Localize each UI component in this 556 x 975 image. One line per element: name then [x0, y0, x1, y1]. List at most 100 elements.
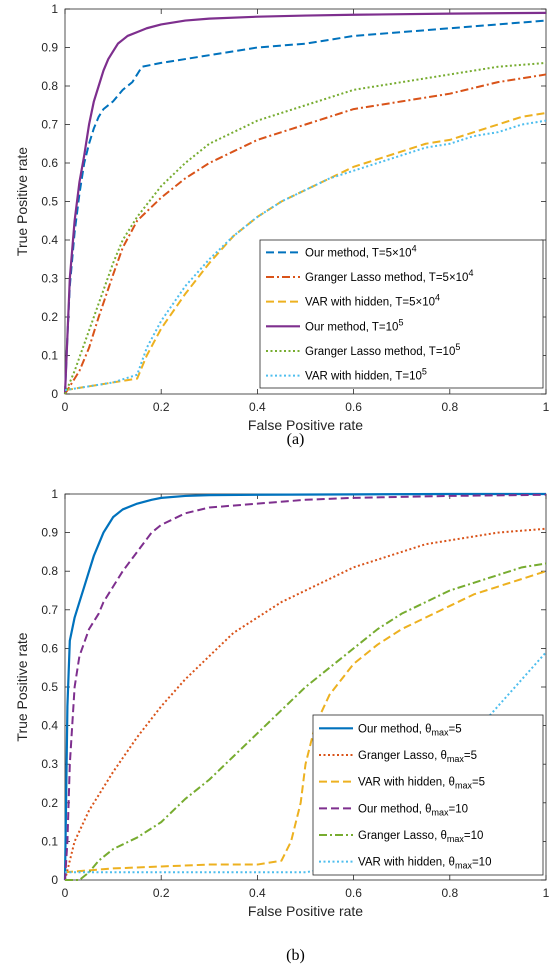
x-tick-label: 0.4 — [249, 886, 266, 900]
y-axis-label: True Positive rate — [14, 147, 30, 256]
series-line-1 — [63, 492, 546, 881]
x-tick-label: 0.4 — [249, 400, 266, 414]
y-tick-label: 0.2 — [41, 796, 58, 810]
legend-text: VAR with hidden, θ — [358, 857, 455, 869]
x-tick-label: 0.6 — [345, 886, 362, 900]
legend-entry: VAR with hidden, T=105 — [305, 367, 427, 383]
legend-entry: VAR with hidden, θmax=10 — [358, 857, 491, 871]
x-axis-label: False Positive rate — [248, 417, 363, 433]
legend-script: max — [455, 861, 473, 871]
x-tick-label: 0.8 — [441, 400, 458, 414]
y-tick-label: 0.9 — [41, 41, 58, 55]
legend-script: 4 — [468, 268, 473, 278]
legend-text: VAR with hidden, T=5×10 — [305, 297, 435, 309]
legend-script: 5 — [422, 367, 427, 377]
y-tick-label: 1 — [51, 2, 58, 16]
legend-text: Granger Lasso method, T=10 — [305, 346, 455, 358]
legend-text: VAR with hidden, T=10 — [305, 371, 422, 383]
series-line-5 — [65, 562, 547, 881]
x-tick-label: 0 — [62, 886, 69, 900]
legend-script: max — [432, 807, 450, 817]
figure-caption: (a) — [287, 431, 305, 448]
legend-text-end: =5 — [449, 723, 462, 735]
series-line-4 — [64, 493, 547, 881]
y-axis-label: True Positive rate — [14, 632, 30, 741]
legend-text: Granger Lasso, θ — [358, 830, 447, 842]
y-tick-label: 0.7 — [41, 118, 58, 132]
y-tick-label: 0.9 — [41, 526, 58, 540]
legend-text-end: =10 — [449, 803, 469, 815]
y-tick-label: 0.1 — [41, 349, 58, 363]
legend-script: max — [447, 754, 465, 764]
legend-script: 4 — [412, 243, 417, 253]
legend-text-end: =10 — [464, 830, 484, 842]
y-tick-label: 0.8 — [41, 79, 58, 93]
legend-text-end: =5 — [464, 750, 477, 762]
legend-box — [312, 714, 544, 876]
series-line-6 — [64, 119, 547, 392]
legend-text-end: =5 — [472, 777, 485, 789]
legend-entry: Our method, θmax=5 — [358, 723, 462, 737]
x-tick-label: 0.8 — [441, 886, 458, 900]
chart-a: 0 0.2 0.4 0.6 0.8 1 0 0.1 0.2 0.3 0.4 0.5 0.6 0.7 0.8 0… — [14, 2, 550, 448]
legend-text: Our method, θ — [358, 803, 432, 815]
legend-script: max — [432, 727, 450, 737]
y-tick-label: 0.5 — [41, 195, 58, 209]
series-line-1 — [64, 19, 547, 395]
series-line-2 — [64, 73, 547, 395]
legend-entry: VAR with hidden, θmax=5 — [358, 777, 485, 791]
series-line-4 — [63, 11, 547, 395]
x-tick-label: 1 — [543, 886, 550, 900]
legend-text: Our method, T=10 — [305, 321, 398, 333]
legend-script: 4 — [435, 293, 440, 303]
x-axis-label: False Positive rate — [248, 903, 363, 919]
y-tick-label: 0.3 — [41, 757, 58, 771]
legend-text-end: =10 — [472, 857, 492, 869]
legend-text: Our method, T=5×10 — [305, 247, 412, 259]
y-tick-label: 0.6 — [41, 641, 58, 655]
x-tick-label: 0.6 — [345, 400, 362, 414]
y-tick-label: 0.8 — [41, 564, 58, 578]
legend-script: max — [455, 781, 473, 791]
figure-caption: (b) — [286, 947, 305, 964]
legend-text: VAR with hidden, θ — [358, 777, 455, 789]
x-tick-label: 0.2 — [153, 886, 170, 900]
x-tick-label: 1 — [543, 400, 550, 414]
x-tick-label: 0.2 — [153, 400, 170, 414]
y-tick-label: 1 — [51, 487, 58, 501]
chart-b: 0 0.2 0.4 0.6 0.8 1 0 0.1 0.2 0.3 0.4 0.5 0.6 0.7 0.8 0… — [14, 487, 550, 964]
legend-text: Granger Lasso method, T=5×10 — [305, 272, 468, 284]
legend-entry: Granger Lasso method, T=5×104 — [305, 268, 473, 284]
series-line-3 — [64, 111, 547, 392]
series-line-5 — [64, 61, 547, 395]
series-line-3 — [64, 570, 547, 874]
y-tick-label: 0 — [51, 387, 58, 401]
legend-box — [259, 239, 544, 389]
legend-script: max — [447, 834, 465, 844]
legend-script: 5 — [455, 342, 460, 352]
y-tick-label: 0.3 — [41, 272, 58, 286]
legend-text: Our method, θ — [358, 723, 432, 735]
x-tick-label: 0 — [62, 400, 69, 414]
legend-entry: Our method, T=5×104 — [305, 243, 417, 259]
legend-entry: Our method, T=105 — [305, 317, 403, 333]
y-tick-label: 0.6 — [41, 156, 58, 170]
y-tick-label: 0 — [51, 873, 58, 887]
y-tick-label: 0.5 — [41, 680, 58, 694]
y-tick-label: 0.4 — [41, 233, 58, 247]
legend-entry: Our method, θmax=10 — [358, 803, 468, 817]
series-line-2 — [64, 527, 547, 881]
legend-text: Granger Lasso, θ — [358, 750, 447, 762]
y-tick-label: 0.1 — [41, 834, 58, 848]
y-tick-label: 0.4 — [41, 719, 58, 733]
legend-entry: Granger Lasso method, T=105 — [305, 342, 460, 358]
legend-script: 5 — [398, 317, 403, 327]
y-tick-label: 0.2 — [41, 310, 58, 324]
legend-entry: Granger Lasso, θmax=10 — [358, 830, 483, 844]
legend-entry: VAR with hidden, T=5×104 — [305, 293, 440, 309]
y-tick-label: 0.7 — [41, 603, 58, 617]
legend-entry: Granger Lasso, θmax=5 — [358, 750, 477, 764]
